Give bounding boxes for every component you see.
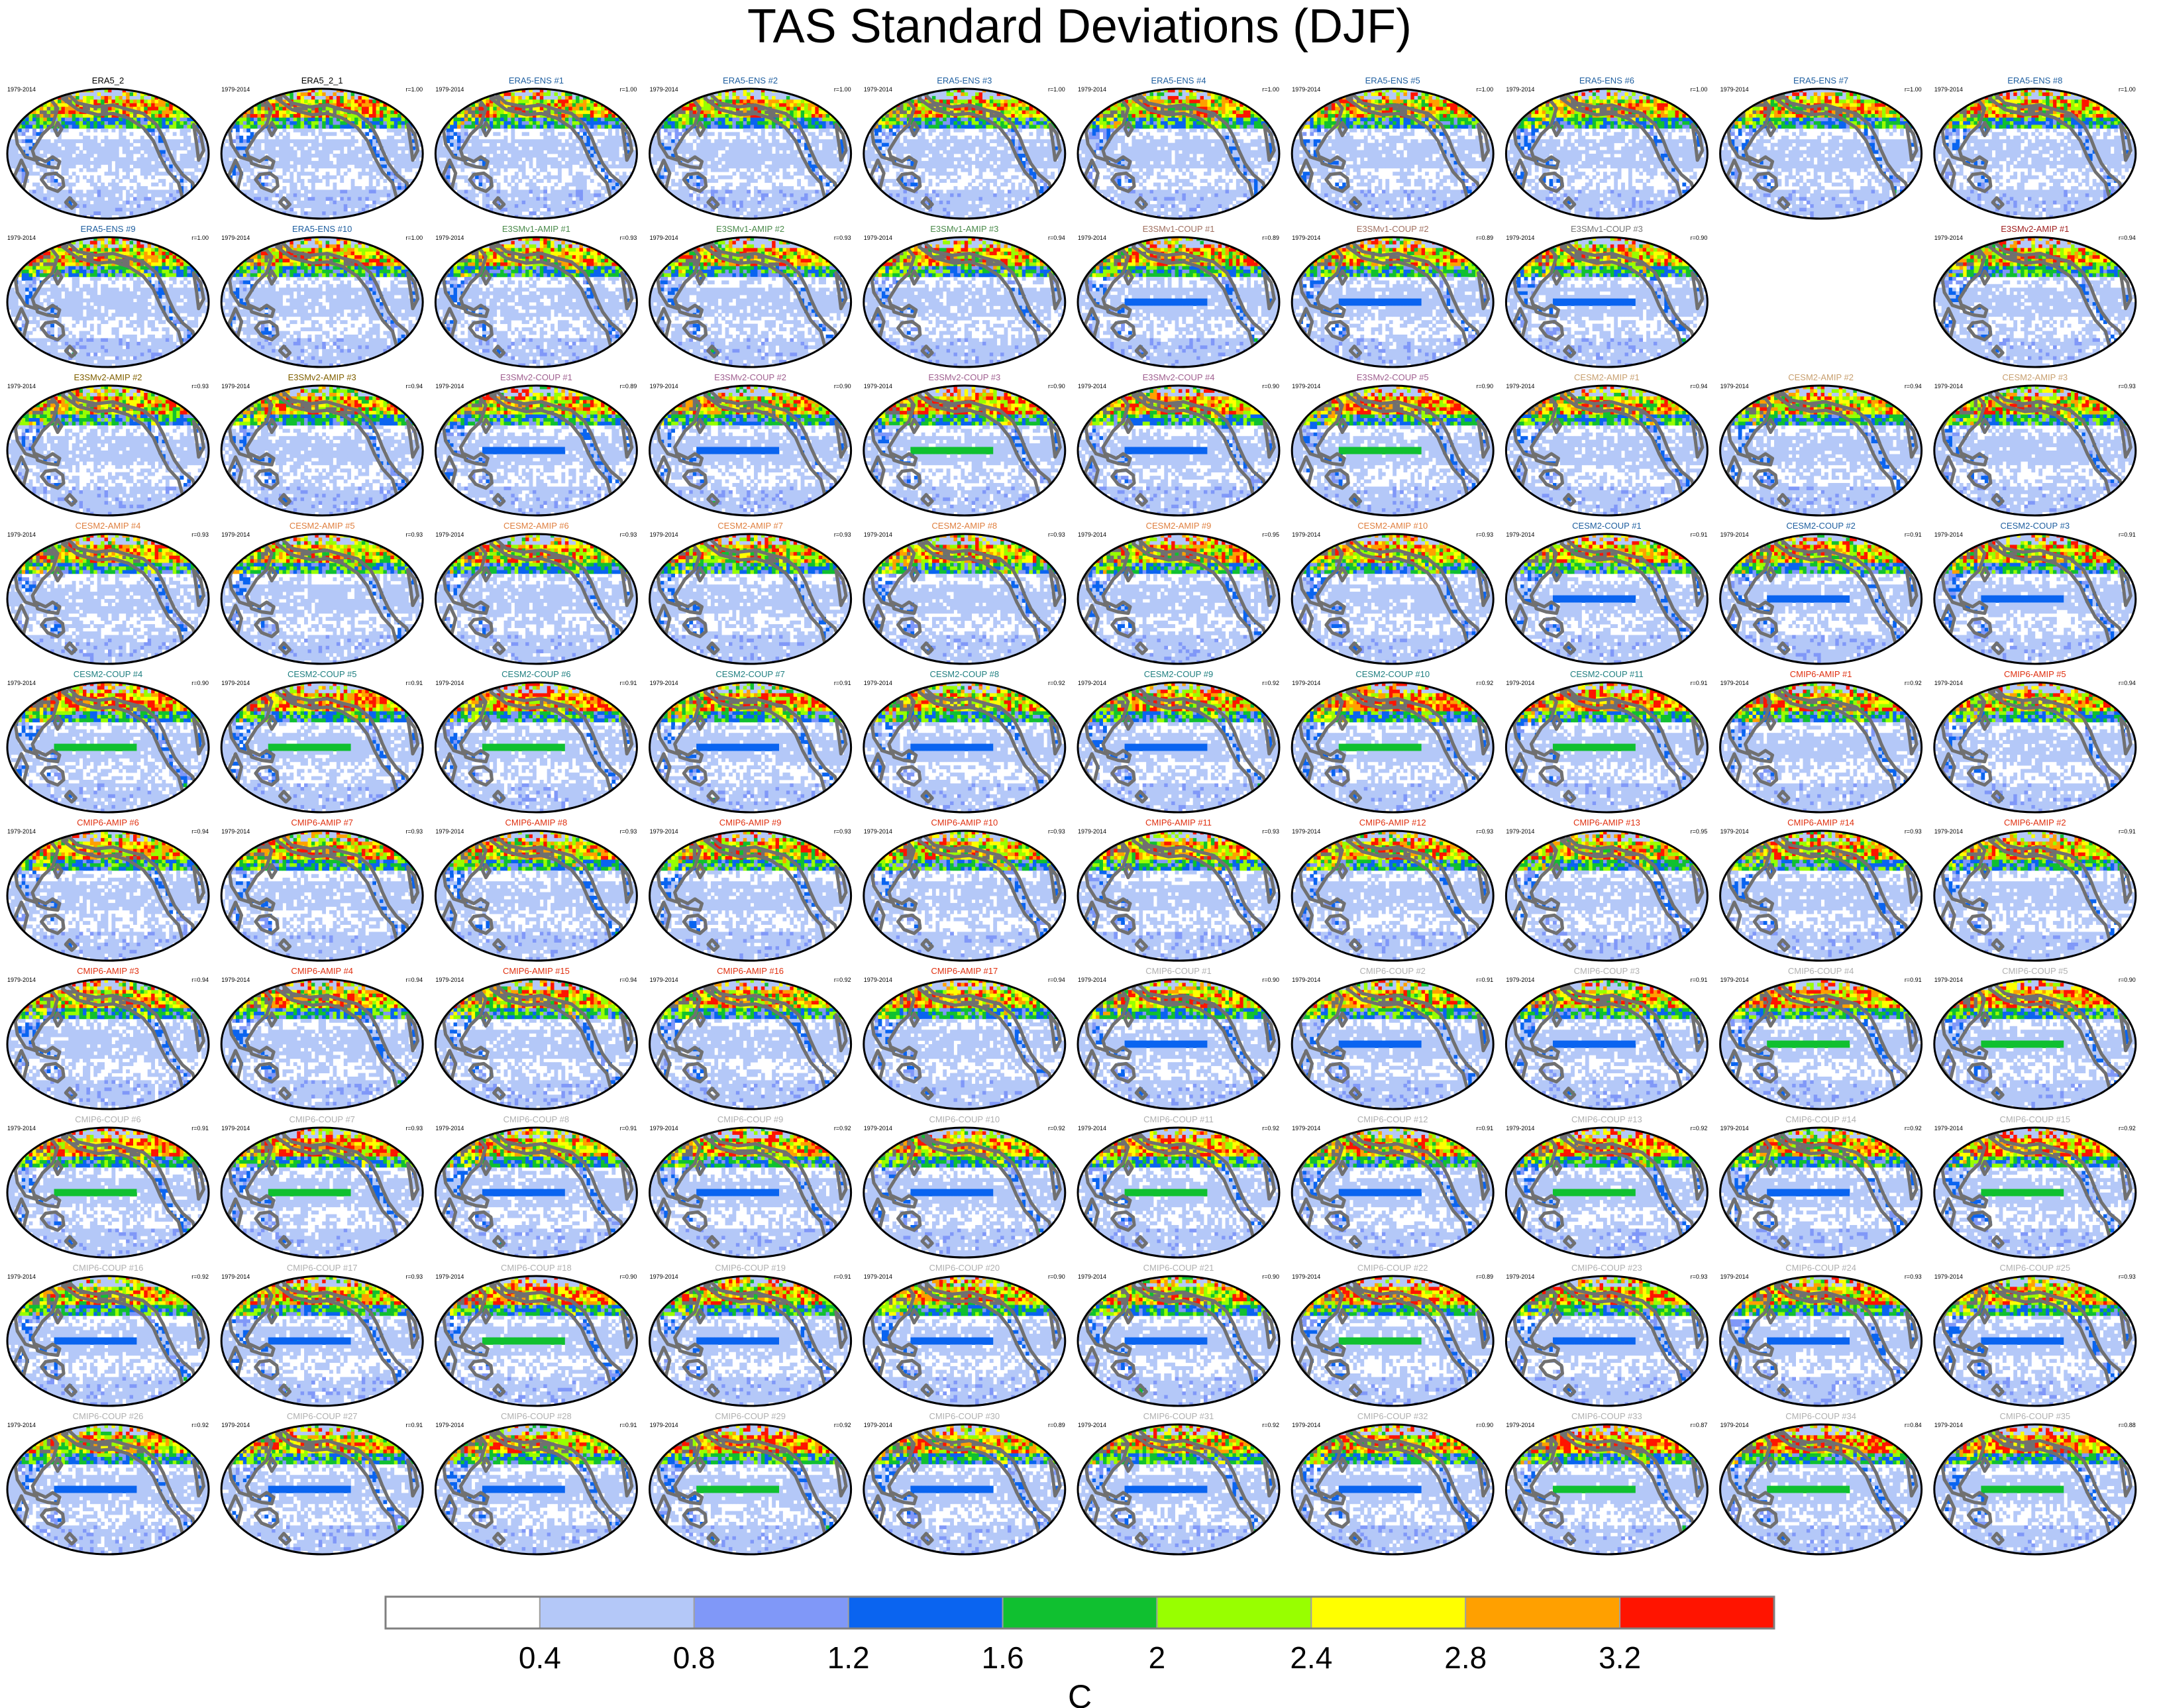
colorbar-box [540,1597,694,1628]
colorbar-tick-label: 1.6 [982,1640,1024,1675]
colorbar-tick-label: 2 [1149,1640,1166,1675]
colorbar-box [849,1597,1003,1628]
colorbar-tick-label: 1.2 [827,1640,870,1675]
colorbar-box [1157,1597,1311,1628]
colorbar-tick-label: 2.4 [1290,1640,1332,1675]
colorbar-tick-label: 0.8 [673,1640,715,1675]
colorbar-box [1620,1597,1774,1628]
colorbar-box [1003,1597,1157,1628]
colorbar-box [1311,1597,1465,1628]
colorbar-tick-label: 2.8 [1444,1640,1487,1675]
colorbar-tick-label: 3.2 [1599,1640,1641,1675]
colorbar-box [694,1597,849,1628]
colorbar-tick-label: 0.4 [519,1640,561,1675]
colorbar-unit: C [1068,1678,1092,1708]
colorbar-box [386,1597,540,1628]
colorbar-box [1465,1597,1620,1628]
